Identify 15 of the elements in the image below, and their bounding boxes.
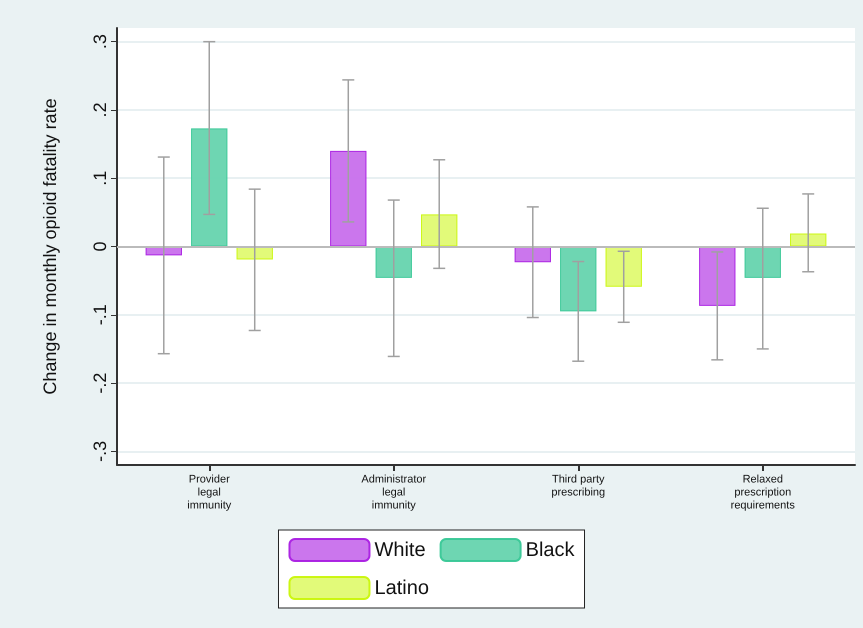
y-tick-label: -.1 [90, 304, 110, 326]
y-tick-label: 0 [90, 241, 110, 252]
legend-label: White [374, 539, 426, 561]
y-axis-title: Change in monthly opioid fatality rate [40, 98, 60, 395]
x-tick-label: Provider legal immunity [187, 474, 232, 512]
x-tick-label: Administrator legal immunity [361, 474, 426, 512]
y-tick-label: .3 [90, 34, 110, 50]
y-tick-label: -.3 [90, 440, 110, 462]
legend-label: Black [526, 539, 576, 561]
y-tick-label: .1 [90, 170, 110, 186]
y-tick-label: -.2 [90, 372, 110, 394]
y-tick-label: .2 [90, 102, 110, 118]
legend-label: Latino [374, 577, 429, 599]
x-tick-label: Relaxed prescription requirements [730, 474, 796, 512]
x-tick-label: Third party prescribing [551, 474, 606, 498]
